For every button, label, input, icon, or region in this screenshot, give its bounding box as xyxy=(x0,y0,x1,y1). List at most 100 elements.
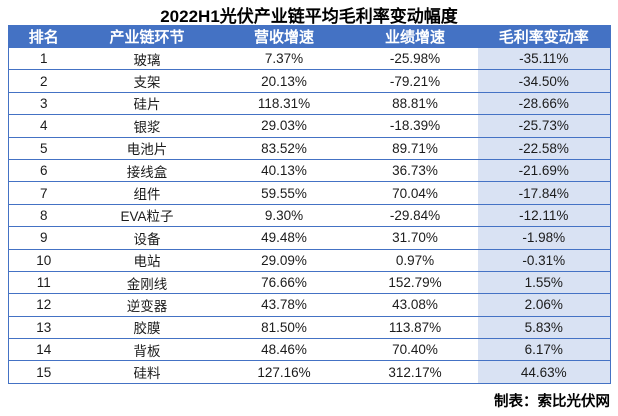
table-row: 14 背板 48.46% 70.40% 6.17% xyxy=(8,338,611,362)
table-row: 15 硅料 127.16% 312.17% 44.63% xyxy=(8,360,611,384)
table-body: 1 玻璃 7.37% -25.98% -35.11% 2 支架 20.13% -79.21% -3… xyxy=(8,48,611,384)
cell-segment: 银浆 xyxy=(78,114,216,138)
header-row: 排名 产业链环节 营收增速 业绩增速 毛利率变动率 xyxy=(8,25,611,48)
cell-revenue: 81.50% xyxy=(215,316,353,340)
col-header-revenue: 营收增速 xyxy=(215,25,353,48)
cell-revenue: 76.66% xyxy=(215,271,353,295)
cell-rank: 11 xyxy=(8,271,79,295)
cell-profit: 88.81% xyxy=(352,92,478,116)
cell-revenue: 49.48% xyxy=(215,226,353,250)
cell-segment: EVA粒子 xyxy=(78,204,216,228)
table-row: 3 硅片 118.31% 88.81% -28.66% xyxy=(8,92,611,116)
cell-revenue: 59.55% xyxy=(215,181,353,205)
table-header: 排名 产业链环节 营收增速 业绩增速 毛利率变动率 xyxy=(8,25,611,48)
table-row: 10 电站 29.09% 0.97% -0.31% xyxy=(8,249,611,272)
cell-profit: -18.39% xyxy=(352,114,478,138)
table-row: 1 玻璃 7.37% -25.98% -35.11% xyxy=(8,48,611,71)
cell-margin: -21.69% xyxy=(477,159,611,183)
col-header-profit: 业绩增速 xyxy=(352,25,478,48)
margin-change-table: 排名 产业链环节 营收增速 业绩增速 毛利率变动率 1 玻璃 7.37% -25.98… xyxy=(8,25,611,384)
cell-rank: 2 xyxy=(8,69,79,93)
cell-profit: 152.79% xyxy=(352,271,478,295)
cell-rank: 12 xyxy=(8,293,79,317)
col-header-segment: 产业链环节 xyxy=(78,25,216,48)
page-title: 2022H1光伏产业链平均毛利率变动幅度 xyxy=(160,7,458,26)
cell-segment: 金刚线 xyxy=(78,271,216,295)
cell-margin: 5.83% xyxy=(477,316,611,340)
table-row: 8 EVA粒子 9.30% -29.84% -12.11% xyxy=(8,204,611,228)
table-row: 5 电池片 83.52% 89.71% -22.58% xyxy=(8,137,611,160)
cell-rank: 14 xyxy=(8,338,79,362)
table-row: 6 接线盒 40.13% 36.73% -21.69% xyxy=(8,159,611,183)
cell-segment: 背板 xyxy=(78,338,216,362)
cell-segment: 设备 xyxy=(78,226,216,250)
cell-revenue: 7.37% xyxy=(215,48,353,71)
cell-margin: 2.06% xyxy=(477,293,611,317)
cell-profit: 89.71% xyxy=(352,137,478,160)
cell-profit: 70.04% xyxy=(352,181,478,205)
cell-rank: 13 xyxy=(8,316,79,340)
cell-margin: 6.17% xyxy=(477,338,611,362)
cell-rank: 5 xyxy=(8,137,79,160)
cell-segment: 逆变器 xyxy=(78,293,216,317)
cell-rank: 9 xyxy=(8,226,79,250)
table-row: 9 设备 49.48% 31.70% -1.98% xyxy=(8,226,611,250)
cell-margin: 1.55% xyxy=(477,271,611,295)
cell-revenue: 43.78% xyxy=(215,293,353,317)
cell-revenue: 20.13% xyxy=(215,69,353,93)
cell-revenue: 118.31% xyxy=(215,92,353,116)
cell-segment: 电站 xyxy=(78,249,216,272)
cell-profit: 43.08% xyxy=(352,293,478,317)
cell-margin: -17.84% xyxy=(477,181,611,205)
cell-margin: -1.98% xyxy=(477,226,611,250)
cell-revenue: 48.46% xyxy=(215,338,353,362)
cell-profit: 31.70% xyxy=(352,226,478,250)
cell-segment: 电池片 xyxy=(78,137,216,160)
cell-revenue: 9.30% xyxy=(215,204,353,228)
cell-profit: -29.84% xyxy=(352,204,478,228)
cell-rank: 8 xyxy=(8,204,79,228)
table-row: 12 逆变器 43.78% 43.08% 2.06% xyxy=(8,293,611,317)
cell-revenue: 29.09% xyxy=(215,249,353,272)
cell-rank: 7 xyxy=(8,181,79,205)
cell-profit: -79.21% xyxy=(352,69,478,93)
cell-rank: 6 xyxy=(8,159,79,183)
table-row: 4 银浆 29.03% -18.39% -25.73% xyxy=(8,114,611,138)
cell-margin: -12.11% xyxy=(477,204,611,228)
cell-revenue: 127.16% xyxy=(215,360,353,384)
cell-profit: 113.87% xyxy=(352,316,478,340)
cell-margin: -0.31% xyxy=(477,249,611,272)
cell-margin: -28.66% xyxy=(477,92,611,116)
cell-segment: 硅料 xyxy=(78,360,216,384)
cell-rank: 15 xyxy=(8,360,79,384)
cell-margin: -35.11% xyxy=(477,48,611,71)
cell-segment: 接线盒 xyxy=(78,159,216,183)
cell-profit: -25.98% xyxy=(352,48,478,71)
cell-revenue: 29.03% xyxy=(215,114,353,138)
col-header-margin: 毛利率变动率 xyxy=(477,25,611,48)
col-header-rank: 排名 xyxy=(8,25,79,48)
cell-margin: -34.50% xyxy=(477,69,611,93)
table-row: 13 胶膜 81.50% 113.87% 5.83% xyxy=(8,316,611,340)
cell-rank: 4 xyxy=(8,114,79,138)
cell-revenue: 40.13% xyxy=(215,159,353,183)
table-row: 7 组件 59.55% 70.04% -17.84% xyxy=(8,181,611,205)
cell-margin: -22.58% xyxy=(477,137,611,160)
cell-profit: 312.17% xyxy=(352,360,478,384)
cell-segment: 胶膜 xyxy=(78,316,216,340)
cell-profit: 0.97% xyxy=(352,249,478,272)
cell-rank: 1 xyxy=(8,48,79,71)
cell-segment: 玻璃 xyxy=(78,48,216,71)
cell-revenue: 83.52% xyxy=(215,137,353,160)
cell-profit: 70.40% xyxy=(352,338,478,362)
cell-segment: 组件 xyxy=(78,181,216,205)
cell-margin: 44.63% xyxy=(477,360,611,384)
cell-rank: 10 xyxy=(8,249,79,272)
table-row: 11 金刚线 76.66% 152.79% 1.55% xyxy=(8,271,611,295)
cell-segment: 支架 xyxy=(78,69,216,93)
cell-margin: -25.73% xyxy=(477,114,611,138)
cell-segment: 硅片 xyxy=(78,92,216,116)
table-row: 2 支架 20.13% -79.21% -34.50% xyxy=(8,69,611,93)
source-credit: 制表：索比光伏网 xyxy=(494,394,610,410)
